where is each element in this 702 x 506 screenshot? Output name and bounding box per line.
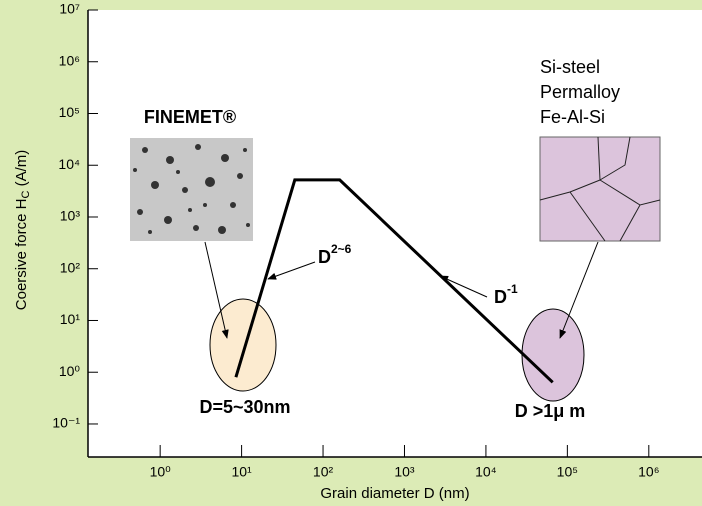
- annotation: Si-steel: [540, 57, 600, 77]
- annotation: Fe-Al-Si: [540, 107, 605, 127]
- y-tick-label: 10¹: [60, 311, 81, 327]
- annotation-text: D: [318, 247, 331, 267]
- x-tick-label: 10⁵: [557, 464, 578, 480]
- x-tick-label: 10⁴: [475, 464, 497, 480]
- y-tick-label: 10⁴: [58, 156, 80, 172]
- annotation: D-1: [494, 282, 518, 307]
- x-axis-label: Grain diameter D (nm): [320, 485, 469, 502]
- y-tick-label: 10³: [60, 208, 81, 224]
- annotation-sup: -1: [507, 282, 518, 296]
- x-tick-label: 10⁶: [638, 464, 659, 480]
- annotation: Permalloy: [540, 82, 620, 102]
- y-tick-label: 10⁵: [59, 104, 80, 120]
- annotation: D2~6: [318, 242, 352, 267]
- annotation: D >1μ m: [515, 401, 586, 421]
- slope-arrow: [439, 275, 488, 298]
- annotation-sup: 2~6: [331, 242, 352, 256]
- y-tick-label: 10⁶: [59, 52, 80, 68]
- y-tick-label: 10⁰: [59, 363, 81, 379]
- x-tick-label: 10¹: [231, 464, 252, 480]
- y-tick-label: 10⁷: [59, 1, 80, 17]
- y-axis-label-unit: (A/m): [13, 150, 30, 191]
- x-tick-label: 10³: [394, 464, 415, 480]
- y-tick-label: 10²: [60, 259, 81, 275]
- finemet-micrograph: [130, 138, 253, 241]
- y-axis-label-main: Coersive force H: [13, 199, 30, 311]
- finemet-region: [209, 298, 277, 392]
- x-tick-label: 10²: [313, 464, 334, 480]
- x-tick-label: 10⁰: [150, 464, 172, 480]
- pointer-arrow: [559, 241, 599, 339]
- annotation-text: D: [494, 287, 507, 307]
- y-axis-label: Coersive force HC (A/m): [13, 150, 32, 310]
- annotation: D=5~30nm: [199, 397, 290, 417]
- data-line: [234, 178, 554, 384]
- annotation: FINEMET®: [144, 107, 236, 127]
- grain-structure: [539, 136, 661, 242]
- y-tick-label: 10⁻¹: [52, 415, 80, 431]
- slope-arrow: [267, 261, 316, 280]
- steel-region: [521, 308, 585, 402]
- y-axis-label-sub: C: [20, 191, 32, 199]
- pointer-arrow: [204, 241, 229, 339]
